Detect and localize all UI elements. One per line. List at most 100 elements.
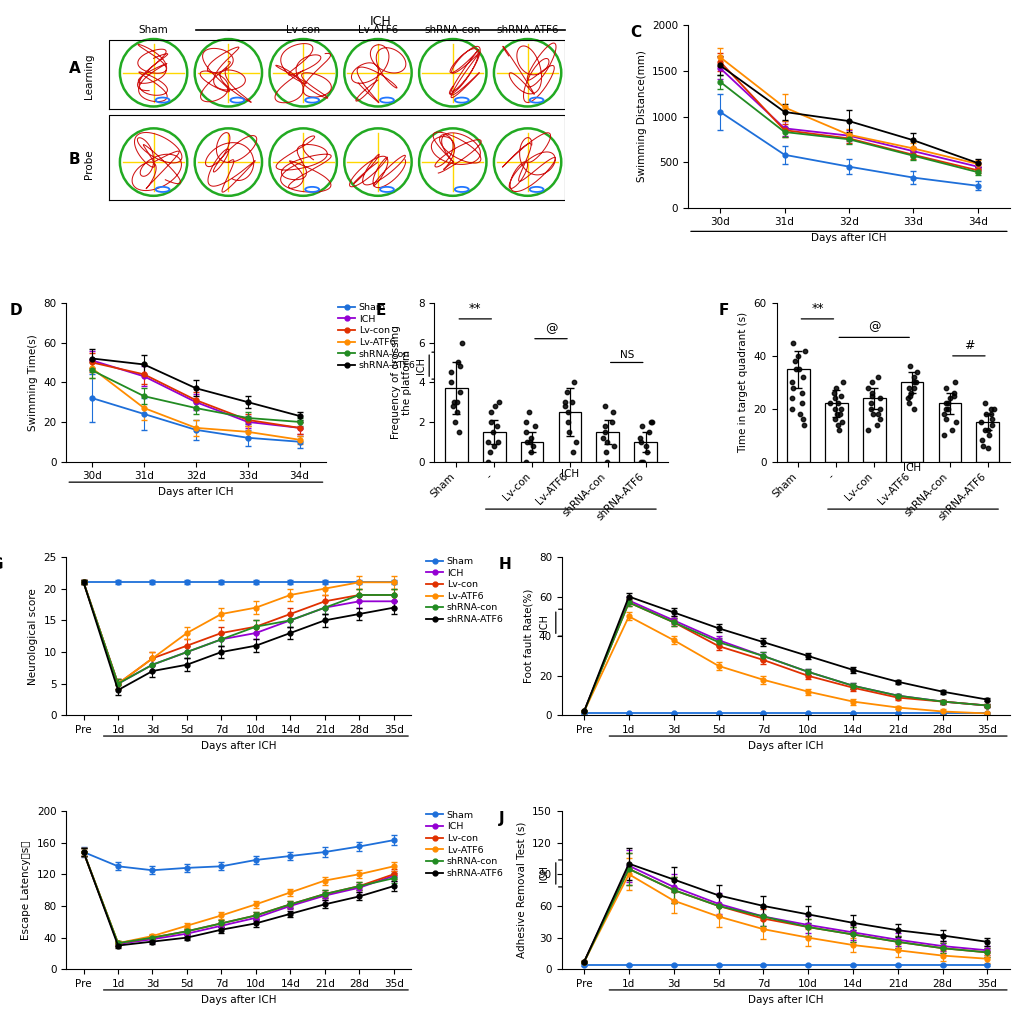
Text: shRNA-ATF6: shRNA-ATF6 <box>496 25 558 36</box>
Point <box>901 388 917 404</box>
Text: G: G <box>0 557 3 571</box>
Point <box>632 433 648 450</box>
Point <box>559 414 576 430</box>
Point <box>637 437 653 454</box>
Point <box>635 454 651 470</box>
Point <box>449 354 466 370</box>
Point <box>864 406 880 422</box>
Point <box>936 395 953 411</box>
Point <box>833 414 849 430</box>
Point <box>560 423 577 439</box>
Point <box>453 335 470 351</box>
Point <box>784 335 800 351</box>
Point <box>945 385 961 401</box>
Bar <box>787 369 809 462</box>
Point <box>862 388 878 404</box>
Point <box>445 394 462 410</box>
Point <box>977 406 994 422</box>
X-axis label: Days after ICH: Days after ICH <box>201 995 276 1005</box>
Point <box>521 404 537 420</box>
Point <box>556 394 573 410</box>
Bar <box>444 389 468 462</box>
Y-axis label: Neurological score: Neurological score <box>28 588 38 684</box>
Y-axis label: Frequency of crossing
the platform: Frequency of crossing the platform <box>390 326 412 439</box>
Legend: Sham, ICH, Lv-con, Lv-ATF6, shRNA-con, shRNA-ATF6: Sham, ICH, Lv-con, Lv-ATF6, shRNA-con, s… <box>426 557 503 624</box>
Point <box>946 375 962 391</box>
Point <box>859 421 875 437</box>
Text: @: @ <box>544 322 556 335</box>
Point <box>830 421 847 437</box>
Point <box>981 401 998 417</box>
Point <box>517 454 533 470</box>
Point <box>943 421 959 437</box>
Point <box>975 395 991 411</box>
Point <box>783 401 799 417</box>
Y-axis label: Time in target quadrant (s): Time in target quadrant (s) <box>738 312 747 453</box>
Point <box>638 444 654 460</box>
Text: ICH: ICH <box>369 15 391 28</box>
Point <box>556 398 573 414</box>
Text: Sham: Sham <box>139 25 168 36</box>
Text: @: @ <box>607 867 620 880</box>
Text: H: H <box>498 557 512 571</box>
Point <box>785 380 801 396</box>
Point <box>795 368 811 385</box>
Point <box>483 414 499 430</box>
Point <box>794 411 810 427</box>
Point <box>480 433 496 450</box>
Point <box>519 433 535 450</box>
Point <box>524 437 540 454</box>
Point <box>828 406 845 422</box>
Point <box>871 411 888 427</box>
Text: ICH: ICH <box>560 469 579 479</box>
Point <box>871 401 888 417</box>
Point <box>790 361 806 378</box>
Point <box>947 414 963 430</box>
Point <box>829 416 846 432</box>
Text: @: @ <box>468 359 480 373</box>
Point <box>523 429 539 446</box>
Point <box>490 394 506 410</box>
Text: D: D <box>9 303 21 318</box>
Point <box>908 363 924 380</box>
Point <box>481 444 497 460</box>
Text: -: - <box>226 25 230 36</box>
Text: A: A <box>68 61 81 76</box>
Point <box>984 401 1001 417</box>
Point <box>871 390 888 406</box>
Text: @: @ <box>867 321 879 333</box>
Point <box>796 342 812 358</box>
X-axis label: Days after ICH: Days after ICH <box>747 995 822 1005</box>
Point <box>942 390 958 406</box>
Point <box>643 414 659 430</box>
Point <box>791 406 807 422</box>
Point <box>488 418 504 434</box>
Y-axis label: Escape Latency（s）: Escape Latency（s） <box>21 840 32 940</box>
Text: **: ** <box>810 301 823 315</box>
Point <box>598 454 614 470</box>
Point <box>868 416 884 432</box>
Point <box>936 401 953 417</box>
Point <box>784 375 800 391</box>
Point <box>790 348 806 364</box>
Point <box>483 404 499 420</box>
Point <box>598 433 614 450</box>
Point <box>594 429 610 446</box>
Text: ICH: ICH <box>416 357 426 375</box>
Point <box>568 433 584 450</box>
Point <box>479 454 495 470</box>
Point <box>523 444 539 460</box>
Point <box>632 454 648 470</box>
Bar <box>596 431 619 462</box>
Text: Lv-ATF6: Lv-ATF6 <box>358 25 397 36</box>
Point <box>976 421 993 437</box>
X-axis label: Days after ICH: Days after ICH <box>158 487 233 496</box>
Point <box>527 418 543 434</box>
Point <box>787 361 803 378</box>
Text: Learning: Learning <box>84 54 94 99</box>
Text: ICH: ICH <box>538 614 548 631</box>
Bar <box>862 398 884 462</box>
Point <box>522 433 538 450</box>
Point <box>832 406 848 422</box>
Bar <box>558 412 581 462</box>
